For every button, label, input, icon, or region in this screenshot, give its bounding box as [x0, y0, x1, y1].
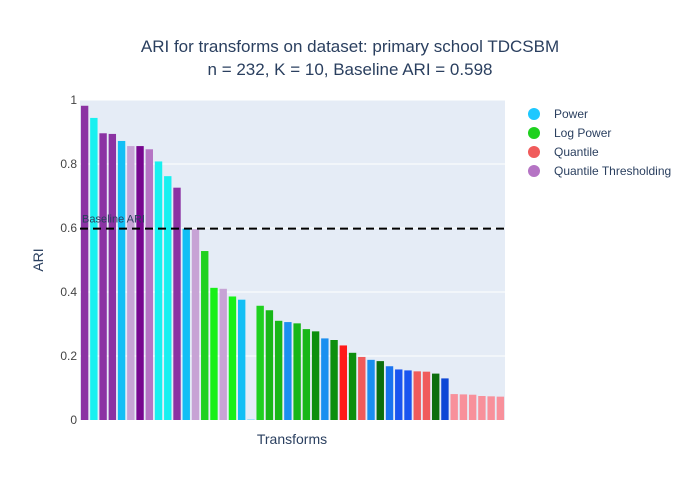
- bar[interactable]: [496, 396, 505, 420]
- bar[interactable]: [404, 370, 412, 420]
- bar[interactable]: [191, 229, 200, 420]
- bar[interactable]: [413, 371, 421, 420]
- legend-marker[interactable]: [528, 146, 540, 158]
- y-tick-label: 0.2: [60, 349, 77, 363]
- bar[interactable]: [164, 176, 172, 420]
- legend-label[interactable]: Power: [554, 107, 588, 121]
- bar[interactable]: [459, 394, 468, 420]
- bar[interactable]: [321, 338, 329, 420]
- bar[interactable]: [265, 310, 274, 420]
- y-tick-label: 0.6: [60, 221, 77, 235]
- bar[interactable]: [145, 149, 153, 420]
- bar[interactable]: [108, 133, 117, 421]
- bar[interactable]: [367, 359, 375, 420]
- bar[interactable]: [293, 323, 301, 420]
- bar[interactable]: [468, 394, 477, 420]
- bar[interactable]: [441, 378, 449, 420]
- bar[interactable]: [274, 320, 283, 420]
- bar[interactable]: [487, 396, 495, 420]
- chart-subtitle: n = 232, K = 10, Baseline ARI = 0.598: [208, 60, 493, 79]
- chart-title: ARI for transforms on dataset: primary s…: [141, 37, 559, 56]
- x-axis-label: Transforms: [257, 431, 327, 447]
- bar[interactable]: [127, 146, 135, 420]
- bar[interactable]: [302, 329, 311, 420]
- y-axis-ticks: 0 0.2 0.4 0.6 0.8 1: [60, 93, 77, 427]
- bar[interactable]: [284, 322, 292, 420]
- bar[interactable]: [154, 161, 163, 420]
- bar[interactable]: [90, 117, 98, 421]
- bar[interactable]: [311, 331, 320, 420]
- bar[interactable]: [478, 396, 486, 420]
- legend-label[interactable]: Quantile Thresholding: [554, 164, 671, 178]
- bar[interactable]: [219, 288, 227, 420]
- bar[interactable]: [136, 146, 144, 420]
- bar[interactable]: [80, 105, 89, 420]
- bar[interactable]: [395, 369, 403, 420]
- bar[interactable]: [432, 373, 440, 420]
- bar[interactable]: [173, 187, 181, 420]
- bar[interactable]: [256, 305, 264, 420]
- y-tick-label: 0: [70, 413, 77, 427]
- legend-marker[interactable]: [528, 127, 540, 139]
- legend: Power Log Power Quantile Quantile Threshold…: [528, 107, 671, 178]
- y-axis-label: ARI: [30, 248, 46, 271]
- bar[interactable]: [237, 299, 246, 420]
- y-tick-label: 0.8: [60, 157, 77, 171]
- legend-label[interactable]: Log Power: [554, 126, 611, 140]
- bar[interactable]: [330, 340, 338, 420]
- bar[interactable]: [99, 133, 107, 420]
- bar[interactable]: [450, 394, 458, 420]
- bar[interactable]: [117, 140, 126, 420]
- bar[interactable]: [210, 287, 218, 420]
- y-tick-label: 0.4: [60, 285, 77, 299]
- bar[interactable]: [201, 251, 209, 420]
- baseline-label: Baseline ARI: [82, 214, 145, 226]
- bars-group: [80, 105, 505, 421]
- y-tick-label: 1: [70, 93, 77, 107]
- bar[interactable]: [422, 371, 431, 420]
- legend-label[interactable]: Quantile: [554, 145, 599, 159]
- bar[interactable]: [358, 356, 366, 420]
- bar[interactable]: [182, 228, 190, 420]
- bar[interactable]: [385, 366, 394, 420]
- legend-marker[interactable]: [528, 165, 540, 177]
- bar[interactable]: [348, 352, 357, 420]
- bar[interactable]: [339, 345, 348, 420]
- legend-marker[interactable]: [528, 108, 540, 120]
- bar[interactable]: [228, 296, 237, 420]
- bar[interactable]: [376, 361, 384, 420]
